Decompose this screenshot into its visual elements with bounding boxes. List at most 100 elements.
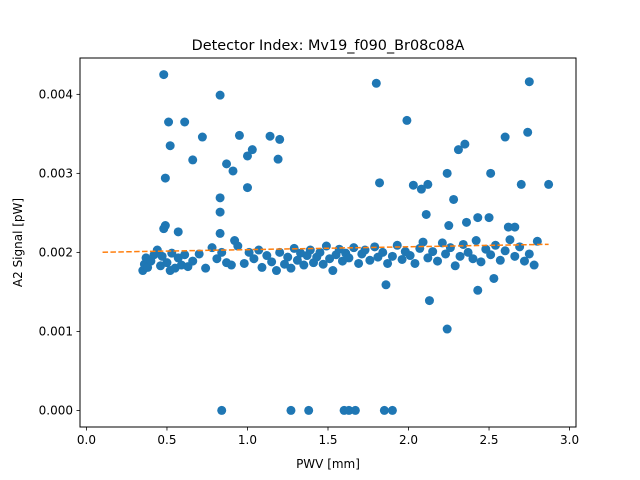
data-point	[257, 262, 267, 272]
data-point	[444, 221, 454, 231]
data-point	[222, 159, 232, 169]
data-point	[265, 131, 275, 141]
data-point	[463, 247, 473, 257]
data-point	[397, 254, 407, 264]
data-point	[334, 244, 344, 254]
data-point	[515, 242, 525, 252]
data-point	[188, 155, 198, 165]
x-tick-label: 1.0	[238, 433, 257, 447]
data-point	[453, 145, 463, 155]
data-point	[424, 296, 434, 306]
data-point	[500, 132, 510, 142]
data-point	[524, 77, 534, 87]
data-point	[299, 260, 309, 270]
data-point	[428, 247, 438, 257]
data-point	[234, 130, 244, 140]
data-point	[410, 258, 420, 268]
data-point	[271, 266, 281, 276]
data-point	[159, 224, 169, 234]
data-point	[544, 179, 554, 189]
data-point	[490, 240, 500, 250]
data-point	[473, 285, 483, 295]
data-point	[217, 247, 227, 257]
data-point	[215, 193, 225, 203]
data-point	[418, 237, 428, 247]
data-point	[318, 259, 328, 269]
data-point	[305, 245, 315, 255]
data-point	[437, 238, 447, 248]
data-point	[344, 405, 354, 415]
x-tick-label: 0.0	[77, 433, 96, 447]
fit-line	[102, 243, 549, 253]
data-point	[524, 249, 534, 259]
data-point	[484, 213, 494, 223]
data-point	[152, 245, 162, 255]
data-point	[387, 405, 397, 415]
data-point	[433, 256, 443, 266]
data-point	[275, 247, 285, 257]
data-point	[461, 217, 471, 227]
data-point	[201, 263, 211, 273]
data-point	[416, 184, 426, 194]
data-point	[468, 254, 478, 264]
data-point	[239, 258, 249, 268]
y-tick-label: 0.003	[39, 167, 73, 181]
data-point	[350, 405, 360, 415]
data-point	[226, 260, 236, 270]
data-point	[165, 141, 175, 151]
data-point	[442, 168, 452, 178]
x-tick-label: 2.0	[399, 433, 418, 447]
y-axis: 0.000 0.001 0.002 0.003 0.004	[39, 88, 80, 418]
data-point	[532, 236, 542, 246]
data-point	[197, 132, 207, 142]
x-axis-label: PWV [mm]	[296, 457, 360, 471]
data-point	[249, 254, 259, 264]
x-tick-label: 2.5	[479, 433, 498, 447]
data-point	[450, 261, 460, 271]
data-point	[383, 258, 393, 268]
data-point	[495, 255, 505, 265]
data-point	[215, 90, 225, 100]
data-point	[449, 194, 459, 204]
data-point	[273, 154, 283, 164]
fit-line-group	[102, 243, 549, 253]
data-point	[402, 115, 412, 125]
data-point	[510, 251, 520, 261]
data-point	[254, 245, 264, 255]
data-point	[510, 222, 520, 232]
x-axis: 0.0 0.5 1.0 1.5 2.0 2.5 3.0	[77, 427, 579, 447]
data-point	[315, 247, 325, 257]
data-point	[217, 405, 227, 415]
data-point	[159, 70, 169, 80]
data-point	[405, 251, 415, 261]
data-point	[476, 257, 486, 267]
data-point	[408, 180, 418, 190]
y-tick-label: 0.002	[39, 246, 73, 260]
data-point	[180, 250, 190, 260]
data-point	[160, 173, 170, 183]
y-tick-label: 0.004	[39, 88, 73, 102]
data-point	[354, 258, 364, 268]
data-point	[458, 239, 468, 249]
data-point	[486, 168, 496, 178]
data-point	[486, 250, 496, 260]
data-point	[423, 179, 433, 189]
data-point	[164, 117, 174, 127]
data-point	[471, 236, 481, 246]
data-point	[321, 241, 331, 251]
data-point	[162, 258, 172, 268]
y-tick-label: 0.001	[39, 325, 73, 339]
data-point	[519, 256, 529, 266]
data-point	[280, 259, 290, 269]
data-point	[242, 151, 252, 161]
data-point	[267, 257, 277, 267]
data-point	[371, 78, 381, 88]
data-point	[157, 251, 167, 261]
data-point	[442, 324, 452, 334]
data-point	[215, 228, 225, 238]
data-point	[344, 253, 354, 263]
x-tick-label: 3.0	[560, 433, 579, 447]
data-point	[421, 209, 431, 219]
data-point	[275, 134, 285, 144]
